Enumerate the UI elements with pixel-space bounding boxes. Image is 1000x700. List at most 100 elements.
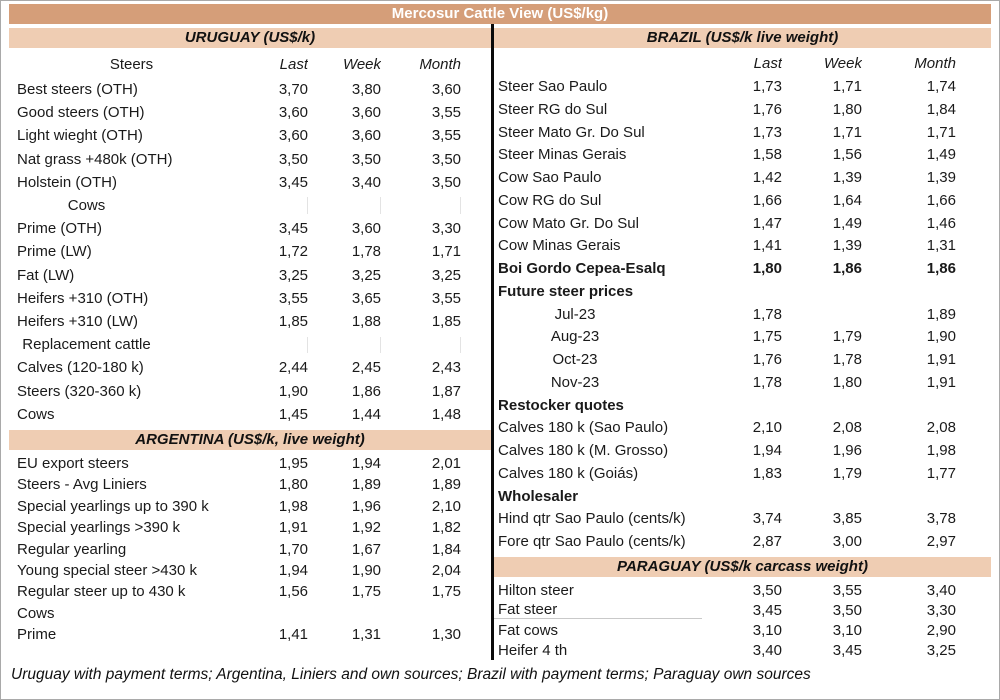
brazil-column-header-row: Last Week Month [494, 51, 991, 75]
value-month: 1,66 [926, 191, 956, 209]
value-week: 2,08 [832, 419, 862, 437]
value-last: 1,45 [278, 405, 309, 423]
column-header-month: Month [419, 56, 462, 73]
value-week: 3,80 [351, 81, 382, 99]
value-last: 1,72 [278, 243, 309, 261]
value-month: 1,86 [926, 260, 956, 278]
value-last: 1,58 [752, 146, 782, 164]
table-row: Restocker quotes [494, 394, 991, 417]
value-month [381, 197, 462, 214]
row-label: Regular yearling [17, 540, 127, 558]
value-week: 1,79 [832, 464, 862, 482]
value-month [381, 336, 462, 353]
row-label: Regular steer up to 430 k [17, 583, 186, 601]
uruguay-rows: Best steers (OTH) 3,70 3,80 3,60 Good st… [9, 78, 491, 426]
value-last: 1,70 [278, 540, 309, 558]
section-header-paraguay: PARAGUAY (US$/k carcass weight) [494, 557, 991, 577]
paraguay-rows: Hilton steer 3,50 3,55 3,40 Fat steer 3,… [494, 580, 991, 660]
row-label: Best steers (OTH) [17, 81, 138, 99]
column-header-steers: Steers [109, 56, 154, 73]
value-month: 2,97 [926, 533, 956, 551]
value-week: 1,78 [832, 351, 862, 369]
value-last: 2,44 [278, 359, 309, 377]
value-week: 1,39 [832, 237, 862, 255]
value-month: 1,84 [926, 100, 956, 118]
value-last: 3,45 [752, 601, 782, 619]
value-last: 3,50 [752, 581, 782, 599]
table-row: Holstein (OTH) 3,45 3,40 3,50 [9, 171, 491, 194]
table-row: Calves 180 k (M. Grosso) 1,94 1,96 1,98 [494, 439, 991, 462]
table-row: Best steers (OTH) 3,70 3,80 3,60 [9, 78, 491, 101]
value-last: 3,50 [278, 150, 309, 168]
value-week: 1,39 [832, 169, 862, 187]
row-label: Hind qtr Sao Paulo (cents/k) [498, 510, 686, 528]
value-week: 1,86 [351, 382, 382, 400]
value-week: 1,31 [351, 626, 382, 644]
column-header-month: Month [914, 54, 956, 72]
value-month: 3,30 [926, 601, 956, 619]
table-row: Nov-23 1,78 1,80 1,91 [494, 371, 991, 394]
value-week: 2,45 [351, 359, 382, 377]
value-last: 1,41 [278, 626, 309, 644]
value-week: 1,80 [832, 373, 862, 391]
section-header-brazil: BRAZIL (US$/k live weight) [494, 28, 991, 48]
value-month: 1,74 [926, 78, 956, 96]
uruguay-column-header-row: Steers Last Week Month [9, 51, 491, 78]
value-last: 3,45 [278, 173, 309, 191]
value-last [246, 197, 309, 214]
row-label: Prime [17, 626, 57, 644]
row-label: Oct-23 [552, 351, 598, 369]
table-row: Steers (320-360 k) 1,90 1,86 1,87 [9, 379, 491, 402]
value-month: 2,43 [431, 359, 462, 377]
value-week: 3,55 [832, 581, 862, 599]
table-row: Cows [9, 194, 491, 217]
value-month: 1,89 [926, 305, 956, 323]
table-row: Good steers (OTH) 3,60 3,60 3,55 [9, 101, 491, 124]
value-last: 3,45 [278, 220, 309, 238]
row-label: Light wieght (OTH) [17, 127, 143, 145]
value-month: 1,46 [926, 214, 956, 232]
value-last: 3,10 [752, 621, 782, 639]
row-label: Calves 180 k (Goiás) [498, 464, 639, 482]
value-week: 1,75 [351, 583, 382, 601]
value-last: 1,73 [752, 123, 782, 141]
value-week: 3,10 [832, 621, 862, 639]
row-label: Fat steer [494, 601, 702, 619]
section-header-uruguay: URUGUAY (US$/k) [9, 28, 492, 48]
value-month: 3,50 [431, 150, 462, 168]
table-row: Special yearlings >390 k 1,91 1,92 1,82 [9, 517, 491, 538]
row-label: Young special steer >430 k [17, 561, 197, 579]
value-month: 1,30 [431, 626, 462, 644]
value-last: 1,80 [752, 260, 782, 278]
table-row: Calves (120-180 k) 2,44 2,45 2,43 [9, 356, 491, 379]
value-last: 1,85 [278, 312, 309, 330]
table-row: Jul-23 1,78 1,89 [494, 303, 991, 326]
value-month: 1,87 [431, 382, 462, 400]
argentina-rows: EU export steers 1,95 1,94 2,01 Steers -… [9, 453, 491, 646]
value-month: 1,39 [926, 169, 956, 187]
value-last: 1,73 [752, 78, 782, 96]
table-row: Fat (LW) 3,25 3,25 3,25 [9, 264, 491, 287]
table-row: Cow Minas Gerais 1,41 1,39 1,31 [494, 235, 991, 258]
value-month: 3,25 [431, 266, 462, 284]
table-row: Fat steer 3,45 3,50 3,30 [494, 600, 991, 620]
row-label: Cow Sao Paulo [498, 169, 602, 187]
row-label: Hilton steer [498, 581, 574, 599]
value-last: 1,76 [752, 100, 782, 118]
value-week: 1,56 [832, 146, 862, 164]
value-week [308, 197, 382, 214]
table-row: Steer RG do Sul 1,76 1,80 1,84 [494, 98, 991, 121]
table-row: Prime (LW) 1,72 1,78 1,71 [9, 240, 491, 263]
value-week: 3,50 [832, 601, 862, 619]
table-row: Steer Minas Gerais 1,58 1,56 1,49 [494, 144, 991, 167]
row-label: Calves (120-180 k) [17, 359, 144, 377]
row-label: Jul-23 [554, 305, 596, 323]
value-last: 1,76 [752, 351, 782, 369]
value-month: 1,71 [926, 123, 956, 141]
value-week: 1,86 [832, 260, 862, 278]
row-label: Heifers +310 (OTH) [17, 289, 149, 307]
row-label: Aug-23 [550, 328, 600, 346]
value-week: 1,67 [351, 540, 382, 558]
table-row: Future steer prices [494, 280, 991, 303]
